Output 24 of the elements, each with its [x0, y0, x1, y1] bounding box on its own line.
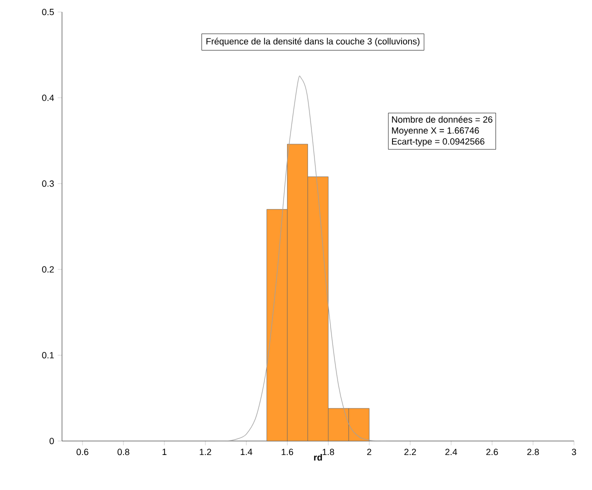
- annotation: Moyenne X = 1.66746: [392, 127, 479, 136]
- annotation: Nombre de données = 26: [392, 116, 492, 123]
- y-tick-label: 0.5: [42, 8, 54, 16]
- y-tick-label: 0.2: [42, 266, 54, 273]
- x-tick-label: 2.2: [404, 448, 416, 456]
- y-tick-label: 0: [50, 438, 54, 444]
- text: Fréquence de la densité dans la couche 3 (colluvions): [206, 38, 420, 46]
- x-tick-label: 2.6: [486, 448, 498, 456]
- x-tick-label: 1.6: [282, 448, 294, 456]
- annotation: Ecart-type = 0.0942566: [392, 138, 484, 146]
- y-tick-label: 0.3: [42, 180, 54, 187]
- y-tick-label: 0.1: [42, 352, 54, 358]
- x-tick-label: 0.6: [76, 448, 88, 456]
- y-tick-label: 0.4: [42, 94, 54, 101]
- x-tick-label: 3: [572, 448, 576, 456]
- x-tick-label: 2.4: [445, 448, 458, 456]
- x-axis-title: rd: [314, 454, 322, 461]
- x-tick-label: 1.8: [322, 448, 334, 456]
- x-tick-label: 2: [367, 448, 372, 456]
- x-tick-label: 1.2: [200, 448, 212, 456]
- x-tick-label: 1: [162, 448, 166, 455]
- x-tick-label: 2.8: [527, 448, 539, 456]
- x-tick-label: 1.4: [240, 448, 252, 455]
- x-tick-label: 0.8: [118, 448, 130, 456]
